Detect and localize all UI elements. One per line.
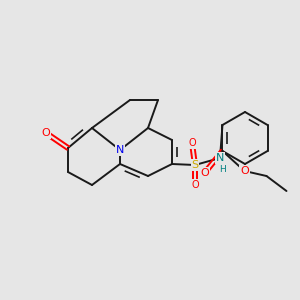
- Text: S: S: [191, 160, 199, 170]
- Text: O: O: [42, 128, 50, 138]
- Text: N: N: [216, 153, 224, 163]
- Text: O: O: [188, 138, 196, 148]
- Text: O: O: [240, 166, 249, 176]
- Text: O: O: [200, 168, 209, 178]
- Text: H: H: [219, 166, 225, 175]
- Text: N: N: [116, 145, 124, 155]
- Text: O: O: [191, 180, 199, 190]
